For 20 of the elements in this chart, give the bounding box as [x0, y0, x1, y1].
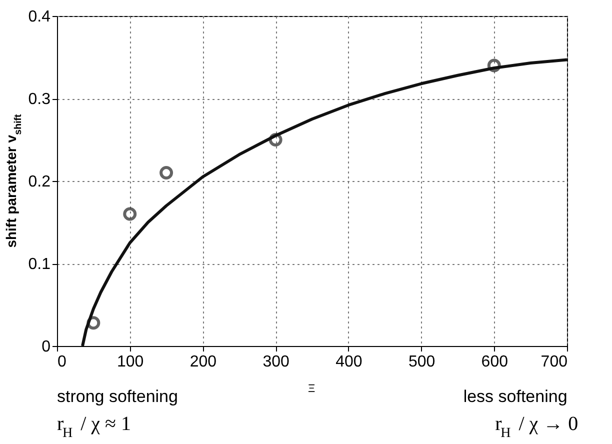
x-axis-title: Ξ [308, 383, 316, 395]
x-tick-label: 200 [190, 354, 217, 370]
y-tick-label: 0.2 [28, 174, 51, 190]
x-tick-label: 100 [117, 354, 144, 370]
y-tick-label: 0.4 [28, 8, 51, 26]
x-tick-label: 700 [540, 354, 568, 370]
line-series [81, 58, 567, 346]
y-tick-label: 0.3 [28, 91, 51, 108]
text: less softening [463, 387, 568, 406]
point [123, 207, 137, 221]
y-tick-label: 0 [42, 338, 51, 356]
y-axis-title: shift parameter vshift [3, 113, 24, 248]
y-tick-label: 0.1 [28, 256, 51, 273]
point [160, 166, 174, 180]
x-tick-label: 0 [58, 354, 66, 370]
text: strong softening [57, 387, 178, 406]
x-tick-label: 500 [408, 354, 436, 370]
x-tick-label: 400 [336, 354, 362, 370]
x-tick-label: 600 [481, 354, 508, 370]
x-tick-label: 300 [262, 354, 290, 370]
